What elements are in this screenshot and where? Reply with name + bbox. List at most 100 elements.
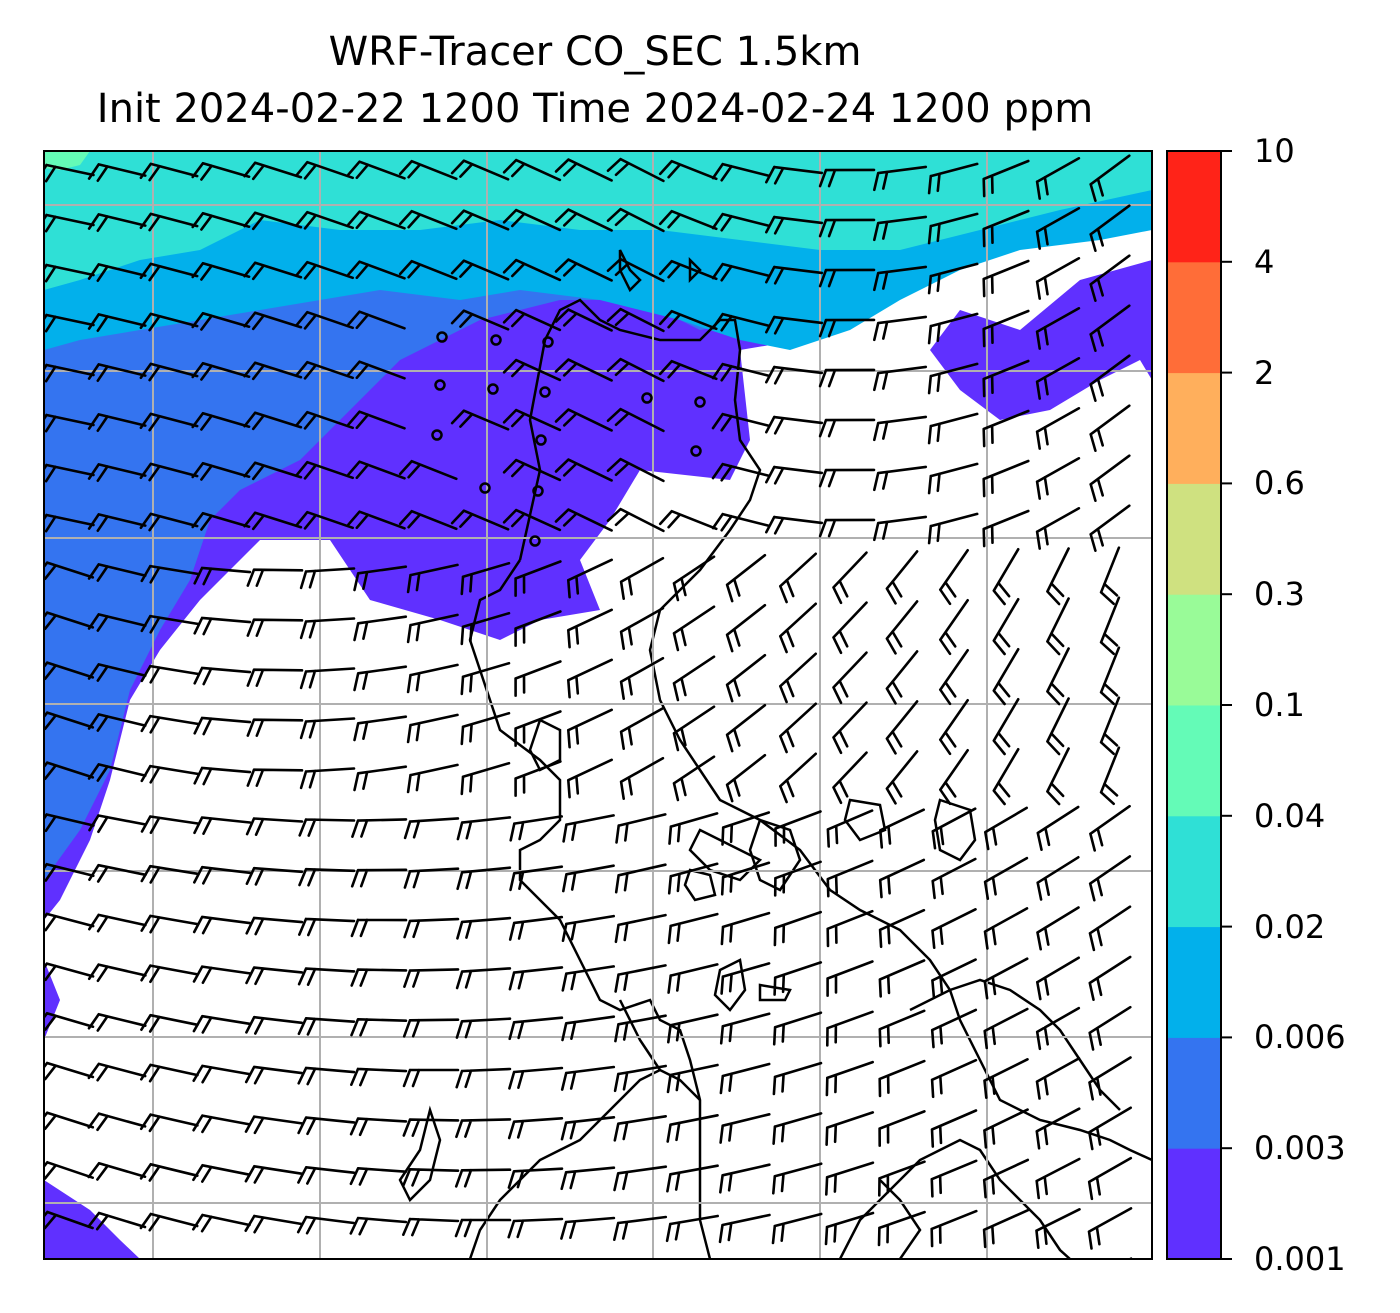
wind-barb xyxy=(711,362,771,382)
wind-barb xyxy=(1089,404,1131,452)
wind-barb xyxy=(939,549,969,606)
wind-barb xyxy=(606,157,665,183)
wind-barb xyxy=(295,210,354,230)
wind-barb xyxy=(873,315,928,342)
wind-barb xyxy=(927,462,979,495)
wind-barb xyxy=(87,513,147,532)
wind-barb xyxy=(606,257,665,283)
wind-barb xyxy=(140,815,199,835)
colorbar-tick-label: 0.1 xyxy=(1254,686,1305,724)
calm-marker xyxy=(690,445,702,457)
wind-barb xyxy=(87,313,147,332)
wind-barb xyxy=(192,965,252,985)
wind-barb xyxy=(349,1117,408,1137)
wind-barb xyxy=(140,1063,199,1083)
wind-barb xyxy=(878,1110,926,1147)
wind-barb xyxy=(192,1064,251,1084)
calm-marker xyxy=(542,336,554,348)
wind-barb xyxy=(1046,747,1070,806)
wind-barb xyxy=(779,752,817,804)
wind-barb xyxy=(398,459,458,481)
wind-barb xyxy=(818,368,876,388)
wind-barb xyxy=(939,649,969,706)
wind-barb xyxy=(139,412,199,432)
colorbar-segment xyxy=(1167,705,1221,817)
wind-barb xyxy=(554,258,613,282)
wind-barb xyxy=(984,806,1028,851)
wind-barb xyxy=(1099,696,1121,756)
wind-barb xyxy=(560,1065,616,1091)
map-title-line-2: Init 2024-02-22 1200 Time 2024-02-24 120… xyxy=(96,86,1094,132)
wind-barb xyxy=(455,1017,512,1039)
colorbar xyxy=(1167,151,1221,1260)
wind-barb xyxy=(1035,507,1081,550)
wind-barb xyxy=(87,963,147,983)
wind-barb xyxy=(725,753,767,803)
wind-barb xyxy=(1036,805,1080,851)
wind-barb xyxy=(825,1161,875,1196)
wind-barb xyxy=(658,509,718,531)
wind-barb xyxy=(613,1165,668,1192)
wind-barb xyxy=(666,1063,719,1094)
wind-barb xyxy=(347,460,406,480)
wind-barb xyxy=(615,813,667,844)
wind-barb xyxy=(1036,956,1080,1001)
wind-barb xyxy=(191,312,251,331)
wind-barb xyxy=(502,358,562,382)
wind-barb xyxy=(243,361,303,381)
wind-barb xyxy=(1088,905,1132,952)
wind-barb xyxy=(879,1262,925,1294)
wind-barb xyxy=(193,816,252,835)
wind-barb xyxy=(982,509,1030,548)
wind-barb xyxy=(1089,804,1131,852)
wind-barb xyxy=(44,711,95,731)
wind-barb xyxy=(509,815,563,842)
wind-barb xyxy=(1046,697,1070,756)
wind-barb xyxy=(139,1113,199,1133)
wind-barb xyxy=(353,715,408,742)
wind-barb xyxy=(982,159,1030,198)
wind-barb xyxy=(982,259,1030,298)
wind-barb xyxy=(667,1266,718,1290)
wind-barb xyxy=(193,566,252,586)
wind-barb xyxy=(192,1213,251,1233)
wind-barb xyxy=(772,1112,823,1145)
wind-barb xyxy=(406,563,459,594)
wind-barb xyxy=(299,617,356,640)
wind-barb xyxy=(245,866,304,886)
wind-barb xyxy=(246,568,304,587)
wind-barb xyxy=(295,510,354,530)
wind-barb xyxy=(658,359,718,381)
wind-barb xyxy=(818,518,876,538)
wind-barb xyxy=(87,163,147,182)
wind-barb xyxy=(455,1067,512,1089)
wind-barb xyxy=(297,1066,356,1086)
wind-barb xyxy=(406,713,459,744)
wind-barb xyxy=(44,611,95,631)
wind-barb xyxy=(508,915,564,941)
wind-barb xyxy=(299,667,356,690)
colorbar-segment xyxy=(1167,1037,1221,1149)
wind-barb xyxy=(725,603,767,653)
wind-barb xyxy=(44,761,95,781)
wind-barb xyxy=(1088,1056,1132,1101)
wind-barb xyxy=(885,600,919,655)
wind-barb xyxy=(509,865,564,892)
wind-barb xyxy=(295,260,354,280)
wind-barb xyxy=(825,1111,875,1146)
wind-barb xyxy=(824,1211,875,1246)
wind-barb xyxy=(931,908,977,949)
wind-barb xyxy=(765,415,824,435)
wind-barb xyxy=(1099,646,1121,706)
colorbar-ticks xyxy=(1221,150,1232,1260)
wind-barb xyxy=(1088,955,1132,1001)
wind-barb xyxy=(666,1164,719,1193)
wind-barb xyxy=(927,162,979,195)
wind-barb xyxy=(667,963,719,994)
wind-barb xyxy=(1099,546,1121,606)
wind-barb xyxy=(406,763,459,794)
wind-barb xyxy=(347,410,406,430)
wind-barb xyxy=(1035,157,1081,200)
wind-barb xyxy=(765,315,824,335)
wind-barb xyxy=(139,462,199,482)
